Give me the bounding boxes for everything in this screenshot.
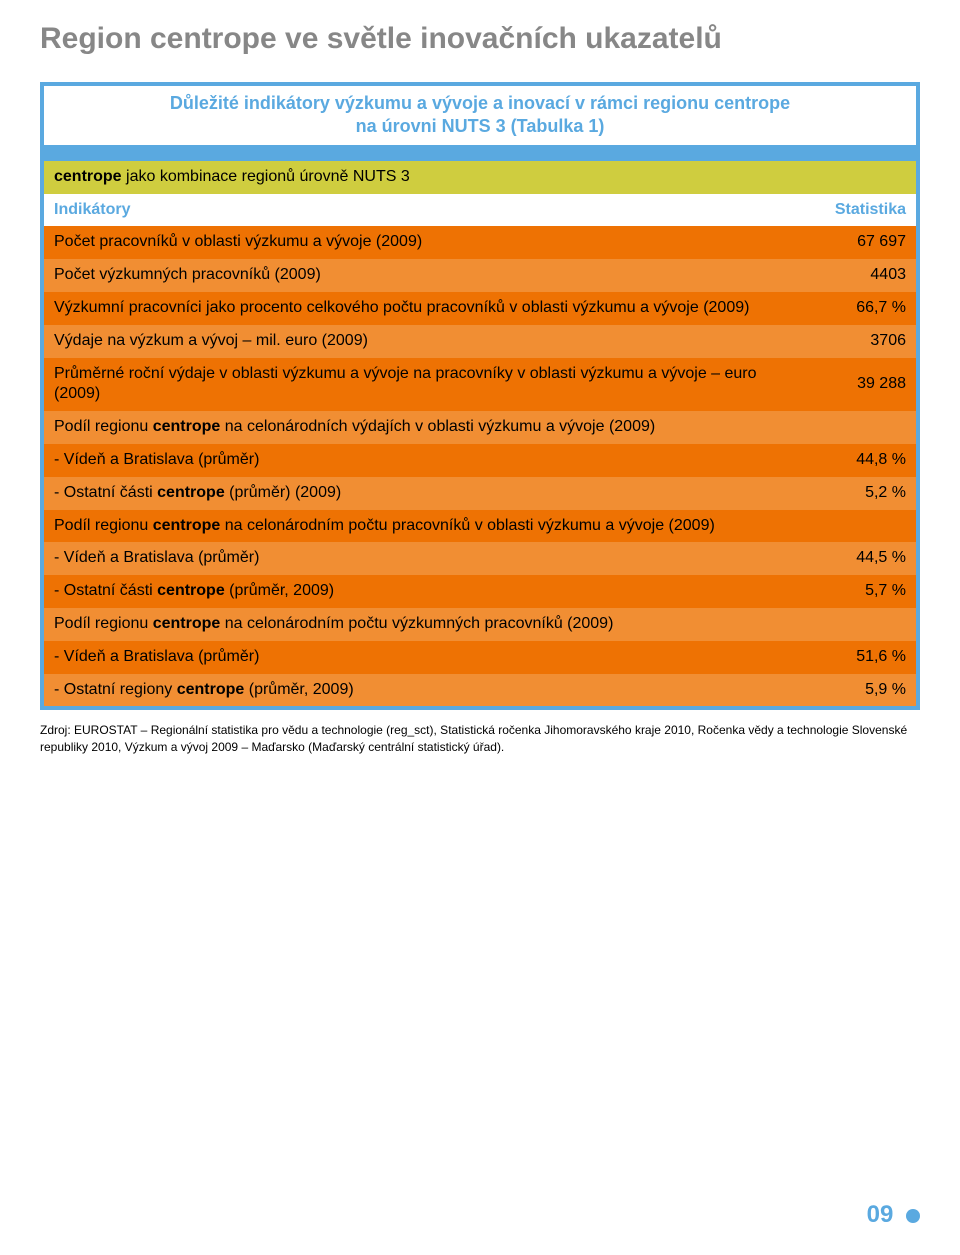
combo-label: centrope jako kombinace regionů úrovně N… <box>44 161 776 194</box>
table-title-line1a: Důležité indikátory výzkumu a vývoje a i… <box>170 93 714 113</box>
row3-val: 66,7 % <box>776 292 916 325</box>
row14-val: 5,9 % <box>776 674 916 707</box>
table-title-line2: na úrovni NUTS 3 (Tabulka 1) <box>356 116 605 136</box>
header-row: Indikátory Statistika <box>44 194 916 227</box>
combo-val <box>776 161 916 194</box>
source-note: Zdroj: EUROSTAT – Regionální statistika … <box>40 722 920 754</box>
page-dot-icon <box>906 1209 920 1223</box>
row10-val: 44,5 % <box>776 542 916 575</box>
row8-c: (průměr) (2009) <box>225 484 341 501</box>
row8-label: - Ostatní části centrope (průměr) (2009) <box>44 477 776 510</box>
row7-val: 44,8 % <box>776 444 916 477</box>
row12-c: na celonárodním počtu výzkumných pracovn… <box>220 615 613 632</box>
row12-label: Podíl regionu centrope na celonárodním p… <box>44 608 916 641</box>
table-title: Důležité indikátory výzkumu a vývoje a i… <box>44 86 916 145</box>
row2-val: 4403 <box>776 259 916 292</box>
row11-label: - Ostatní části centrope (průměr, 2009) <box>44 575 776 608</box>
row6-c: na celonárodních výdajích v oblasti výzk… <box>220 418 655 435</box>
row2-label: Počet výzkumných pracovníků (2009) <box>44 259 776 292</box>
row12-a: Podíl regionu <box>54 615 153 632</box>
header-right: Statistika <box>776 194 916 227</box>
row8-b: centrope <box>157 484 225 501</box>
row11-val: 5,7 % <box>776 575 916 608</box>
row3-label: Výzkumní pracovníci jako procento celkov… <box>44 292 776 325</box>
page-number-text: 09 <box>867 1201 894 1228</box>
row13-val: 51,6 % <box>776 641 916 674</box>
row11-b: centrope <box>157 582 225 599</box>
combo-row: centrope jako kombinace regionů úrovně N… <box>44 161 916 194</box>
table-title-centrope: centrope <box>714 93 790 113</box>
page-title: Region centrope ve světle inovačních uka… <box>40 22 920 56</box>
row14-a: - Ostatní regiony <box>54 681 177 698</box>
row8-val: 5,2 % <box>776 477 916 510</box>
row5-label: Průměrné roční výdaje v oblasti výzkumu … <box>44 358 776 412</box>
table-container: Důležité indikátory výzkumu a vývoje a i… <box>40 82 920 710</box>
row1-label: Počet pracovníků v oblasti výzkumu a výv… <box>44 226 776 259</box>
row14-label: - Ostatní regiony centrope (průměr, 2009… <box>44 674 776 707</box>
row9-b: centrope <box>153 517 221 534</box>
row4-val: 3706 <box>776 325 916 358</box>
combo-centrope: centrope <box>54 168 122 185</box>
indicators-table: Důležité indikátory výzkumu a vývoje a i… <box>44 86 916 706</box>
row14-c: (průměr, 2009) <box>244 681 353 698</box>
row6-label: Podíl regionu centrope na celonárodních … <box>44 411 916 444</box>
row11-c: (průměr, 2009) <box>225 582 334 599</box>
combo-rest: jako kombinace regionů úrovně NUTS 3 <box>122 168 410 185</box>
row12-b: centrope <box>153 615 221 632</box>
header-left: Indikátory <box>44 194 776 227</box>
row5-val: 39 288 <box>776 358 916 412</box>
row9-label: Podíl regionu centrope na celonárodním p… <box>44 510 916 543</box>
row11-a: - Ostatní části <box>54 582 157 599</box>
row4-label: Výdaje na výzkum a vývoj – mil. euro (20… <box>44 325 776 358</box>
row1-val: 67 697 <box>776 226 916 259</box>
page-number: 09 <box>867 1201 920 1229</box>
row13-label: - Vídeň a Bratislava (průměr) <box>44 641 776 674</box>
row6-b: centrope <box>153 418 221 435</box>
row6-a: Podíl regionu <box>54 418 153 435</box>
row7-label: - Vídeň a Bratislava (průměr) <box>44 444 776 477</box>
row14-b: centrope <box>177 681 245 698</box>
row8-a: - Ostatní části <box>54 484 157 501</box>
row9-a: Podíl regionu <box>54 517 153 534</box>
row10-label: - Vídeň a Bratislava (průměr) <box>44 542 776 575</box>
row9-c: na celonárodním počtu pracovníků v oblas… <box>220 517 714 534</box>
